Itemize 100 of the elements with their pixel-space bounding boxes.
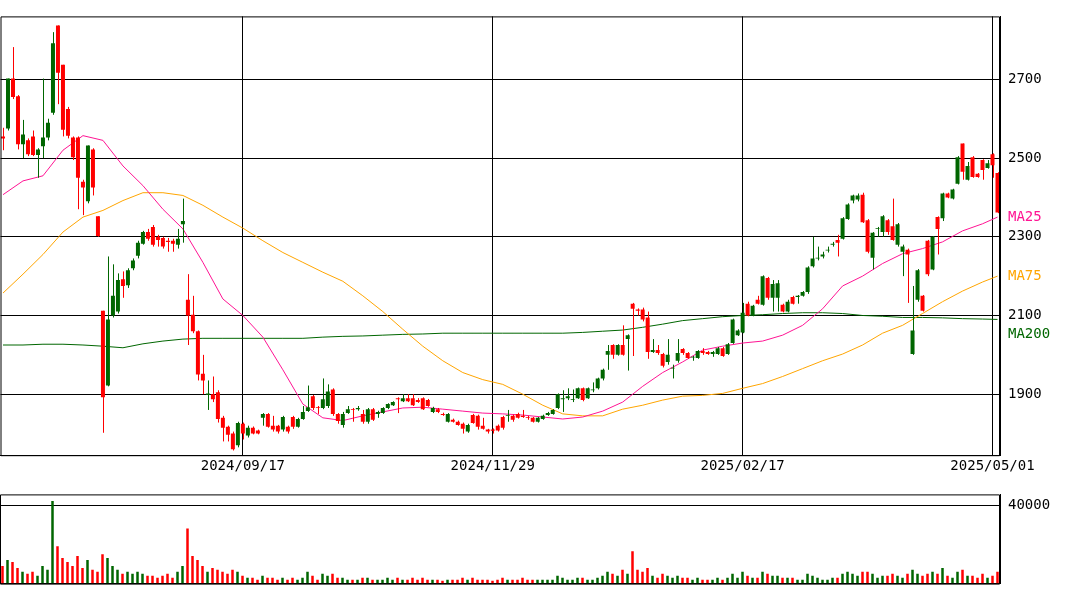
bar	[676, 575, 679, 584]
candlestick	[505, 409, 510, 423]
series-label: MA75	[1008, 266, 1042, 283]
bar	[571, 579, 574, 584]
bar	[706, 579, 709, 584]
bar	[216, 569, 219, 584]
bar	[746, 575, 749, 584]
bar	[871, 573, 874, 584]
bar	[896, 575, 899, 584]
bar	[351, 579, 354, 584]
candlestick	[525, 415, 530, 421]
bar	[476, 579, 479, 584]
bar	[481, 579, 484, 584]
bar	[341, 577, 344, 584]
bar	[771, 575, 774, 584]
bar	[946, 575, 949, 584]
bar	[616, 575, 619, 584]
bar	[926, 573, 929, 584]
bar	[781, 577, 784, 584]
candlestick	[670, 364, 675, 379]
bar	[111, 565, 114, 584]
bar	[301, 577, 304, 584]
bar	[756, 577, 759, 584]
bar	[761, 571, 764, 584]
bar	[791, 577, 794, 584]
bar	[226, 573, 229, 584]
bar	[176, 571, 179, 584]
bar	[881, 575, 884, 584]
bar	[286, 579, 289, 584]
bar	[436, 579, 439, 584]
bar	[291, 577, 294, 584]
bar	[421, 577, 424, 584]
bar	[466, 579, 469, 584]
bar	[391, 579, 394, 584]
bar	[731, 573, 734, 584]
bar	[156, 577, 159, 584]
bar	[546, 579, 549, 584]
bar	[626, 573, 629, 584]
bar	[66, 561, 69, 584]
bar	[996, 571, 999, 584]
bar	[146, 575, 149, 584]
bar	[131, 573, 134, 584]
bar	[411, 577, 414, 584]
bar	[591, 579, 594, 584]
bar	[566, 579, 569, 584]
bar	[116, 569, 119, 584]
bar	[46, 569, 49, 584]
bar	[611, 573, 614, 584]
bar	[251, 577, 254, 584]
candlestick	[350, 407, 355, 423]
bar	[346, 579, 349, 584]
y-tick-label: 2100	[1008, 306, 1042, 323]
bar	[336, 577, 339, 584]
bar	[916, 573, 919, 584]
bar	[861, 571, 864, 584]
bar	[191, 556, 194, 584]
bar	[841, 573, 844, 584]
bar	[811, 575, 814, 584]
bar	[426, 579, 429, 584]
bar	[521, 577, 524, 584]
bar	[891, 573, 894, 584]
bar	[766, 573, 769, 584]
bar	[941, 567, 944, 584]
candlestick	[830, 241, 835, 248]
bar	[561, 577, 564, 584]
bar	[796, 579, 799, 584]
bar	[76, 556, 79, 584]
bar	[406, 579, 409, 584]
bar	[716, 577, 719, 584]
bar	[496, 579, 499, 584]
bar	[121, 573, 124, 584]
candlestick	[570, 388, 575, 403]
bar	[541, 579, 544, 584]
bar	[826, 579, 829, 584]
bar	[681, 577, 684, 584]
bar	[846, 571, 849, 584]
bar	[711, 579, 714, 584]
bar	[506, 579, 509, 584]
bar	[386, 577, 389, 584]
bar	[296, 579, 299, 584]
candlestick	[825, 246, 830, 254]
bar	[61, 558, 64, 584]
bar	[721, 579, 724, 584]
bar	[831, 577, 834, 584]
bar	[1, 565, 4, 584]
bar	[201, 565, 204, 584]
bar	[446, 579, 449, 584]
bar	[971, 575, 974, 584]
bar	[651, 575, 654, 584]
bar	[126, 571, 129, 584]
bar	[36, 575, 39, 584]
x-tick-label: 2025/05/01	[950, 457, 1035, 474]
bar	[851, 573, 854, 584]
bar	[601, 575, 604, 584]
bar	[256, 579, 259, 584]
bar	[16, 567, 19, 584]
bar	[801, 579, 804, 584]
bar	[11, 561, 14, 584]
bar	[71, 565, 74, 584]
bar	[241, 575, 244, 584]
